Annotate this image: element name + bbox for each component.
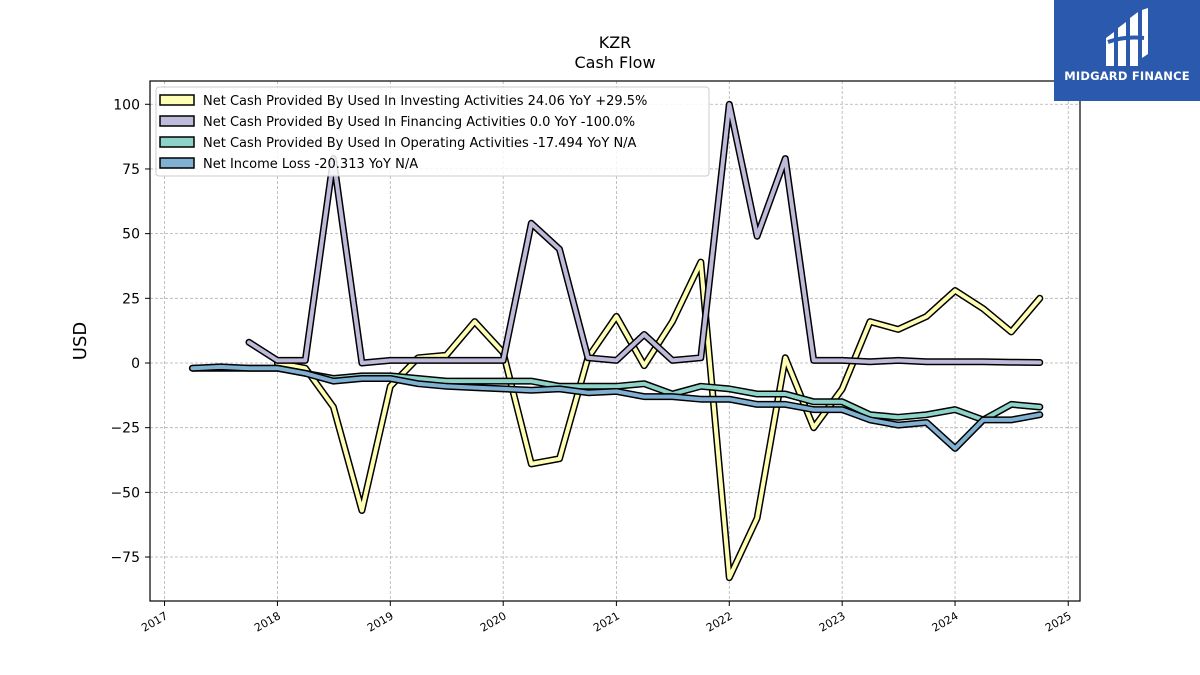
legend-label-3: Net Cash Provided By Used In Operating A… bbox=[203, 136, 637, 151]
x-axis: 2017 2018 2019 2020 2021 2022 2023 2024 2025 bbox=[139, 601, 1074, 635]
x-tick-label: 2024 bbox=[930, 609, 961, 634]
legend: Net Cash Provided By Used In Investing A… bbox=[155, 86, 710, 177]
legend-label-2: Net Cash Provided By Used In Financing A… bbox=[203, 115, 635, 130]
x-tick-label: 2020 bbox=[478, 609, 509, 634]
legend-box bbox=[155, 86, 710, 177]
series-line-4 bbox=[190, 364, 1042, 451]
legend-swatch-3 bbox=[159, 136, 195, 148]
legend-swatch-1 bbox=[159, 94, 195, 106]
midgard-finance-logo: MIDGARD FINANCE bbox=[1054, 0, 1200, 101]
y-tick-label: −75 bbox=[110, 550, 140, 566]
y-tick-label: 75 bbox=[122, 162, 140, 178]
x-tick-label: 2021 bbox=[591, 609, 622, 634]
y-tick-label: −50 bbox=[110, 485, 140, 501]
chart-subtitle: Cash Flow bbox=[574, 53, 655, 72]
x-tick-label: 2018 bbox=[252, 609, 283, 634]
plot-frame bbox=[149, 80, 1081, 602]
legend-label-4: Net Income Loss -20.313 YoY N/A bbox=[203, 157, 418, 172]
y-tick-label: −25 bbox=[110, 421, 140, 437]
y-tick-label: 0 bbox=[131, 356, 140, 372]
y-tick-label: 25 bbox=[122, 291, 140, 307]
logo-text: MIDGARD FINANCE bbox=[1064, 69, 1190, 83]
legend-swatch-2 bbox=[159, 115, 195, 127]
x-tick-label: 2019 bbox=[365, 609, 396, 634]
x-tick-label: 2022 bbox=[704, 609, 735, 634]
chart-title: KZR bbox=[599, 33, 632, 52]
y-tick-label: 50 bbox=[122, 227, 140, 243]
logo-mark-icon bbox=[1106, 8, 1148, 66]
x-tick-label: 2017 bbox=[139, 609, 170, 634]
y-axis: 100 75 50 25 0 −25 −50 −75 bbox=[110, 97, 150, 566]
y-axis-label: USD bbox=[70, 322, 91, 360]
series-layer bbox=[188, 100, 1044, 582]
series-line-2 bbox=[247, 102, 1042, 365]
x-tick-label: 2025 bbox=[1043, 609, 1074, 634]
y-tick-label: 100 bbox=[113, 97, 140, 113]
legend-swatch-4 bbox=[159, 157, 195, 169]
x-tick-label: 2023 bbox=[817, 609, 848, 634]
legend-label-1: Net Cash Provided By Used In Investing A… bbox=[203, 94, 647, 109]
